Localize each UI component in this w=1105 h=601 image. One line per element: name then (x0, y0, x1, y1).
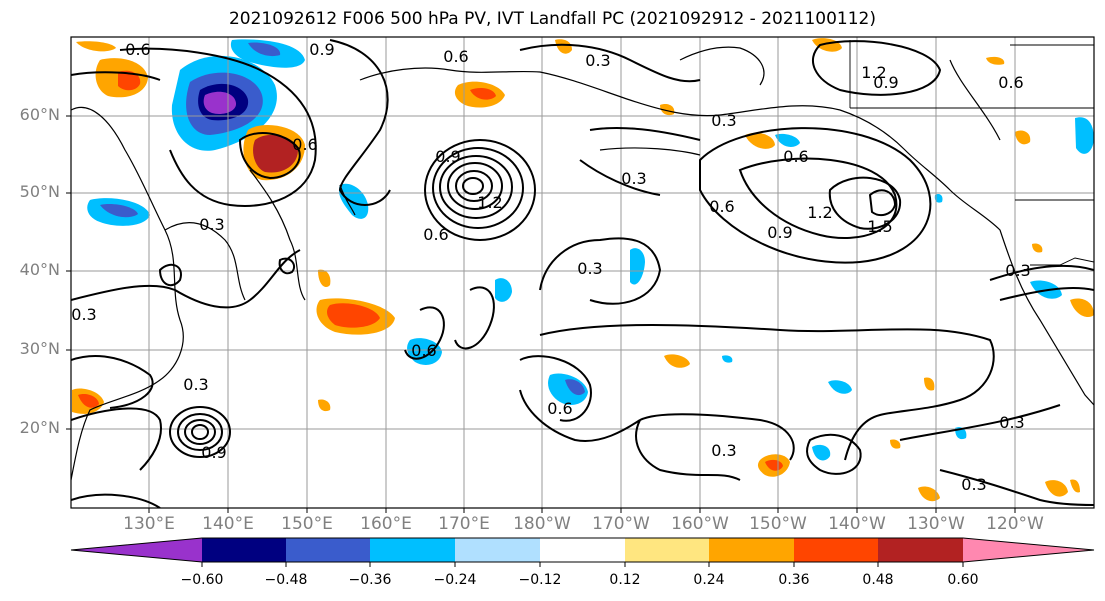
ivt-contours (71, 39, 1094, 508)
axis-ticks (66, 115, 1016, 513)
lat-label: 30°N (19, 339, 60, 358)
lon-label: 170°E (438, 514, 490, 534)
contour-label: 0.9 (435, 147, 460, 166)
colorbar-swatch (370, 538, 456, 562)
colorbar-swatch (71, 538, 202, 562)
colorbar-tick-label: −0.24 (433, 572, 477, 588)
colorbar-tick-label: −0.48 (264, 572, 308, 588)
colorbar-tick-label: 0.36 (778, 572, 810, 588)
contour-label: 0.6 (709, 197, 734, 216)
contour-label: 0.6 (783, 147, 808, 166)
contour-label: 0.6 (125, 40, 150, 59)
contour-label: 0.6 (411, 341, 436, 360)
lon-label: 170°W (592, 514, 650, 534)
lon-label: 120°W (986, 514, 1044, 534)
colorbar-swatch (709, 538, 795, 562)
contour-label: 0.3 (999, 413, 1024, 432)
coastlines (71, 46, 1094, 481)
contour-label: 1.2 (477, 193, 502, 212)
colorbar-tick-label: −0.36 (348, 572, 392, 588)
contour-label: 0.3 (71, 305, 96, 324)
contour-label: 0.6 (998, 73, 1023, 92)
lon-label: 130°W (907, 514, 965, 534)
contour-label: 0.3 (183, 375, 208, 394)
colorbar-tick-label: −0.12 (518, 572, 562, 588)
contour-label: 0.3 (199, 215, 224, 234)
colorbar-swatch (878, 538, 964, 562)
graticule (71, 37, 1094, 508)
contour-label: 0.3 (711, 441, 736, 460)
lat-label: 60°N (19, 105, 60, 124)
lon-label: 140°E (202, 514, 254, 534)
lat-label: 20°N (19, 418, 60, 437)
contour-label: 0.9 (201, 443, 226, 462)
lat-label: 40°N (19, 260, 60, 279)
colorbar (70, 537, 1095, 567)
contour-label: 0.6 (423, 225, 448, 244)
contour-label: 0.6 (443, 47, 468, 66)
lon-label: 160°E (360, 514, 412, 534)
colorbar-swatch (455, 538, 541, 562)
colorbar-swatch (963, 538, 1094, 562)
colorbar-tick-label: −0.60 (180, 572, 224, 588)
colorbar-tick-label: 0.12 (609, 572, 641, 588)
lon-label: 150°W (749, 514, 807, 534)
contour-label: 0.6 (547, 399, 572, 418)
contour-label: 0.3 (1005, 261, 1030, 280)
contour-label: 0.6 (292, 135, 317, 154)
contour-label: 0.9 (873, 73, 898, 92)
lon-label: 130°E (123, 514, 175, 534)
map-frame (70, 36, 1095, 509)
lon-label: 150°E (281, 514, 333, 534)
contour-label: 0.3 (585, 51, 610, 70)
colorbar-swatch (540, 538, 626, 562)
contour-label: 0.3 (577, 259, 602, 278)
contour-label: 0.3 (961, 475, 986, 494)
colorbar-swatch (286, 538, 371, 562)
contour-label: 1.2 (861, 63, 886, 82)
lon-label: 140°W (828, 514, 886, 534)
map-title: 2021092612 F006 500 hPa PV, IVT Landfall… (228, 9, 876, 29)
colorbar-tick-label: 0.24 (693, 572, 725, 588)
colorbar-swatch (625, 538, 710, 562)
contour-label: 1.5 (867, 217, 892, 236)
lon-label: 180°W (513, 514, 571, 534)
colorbar-swatch (794, 538, 879, 562)
contour-label: 0.3 (711, 111, 736, 130)
borders (849, 40, 1094, 266)
contour-label: 1.2 (807, 203, 832, 222)
contour-label: 0.9 (309, 40, 334, 59)
lon-label: 160°W (671, 514, 729, 534)
colorbar-swatch (202, 538, 287, 562)
colorbar-tick-label: 0.48 (862, 572, 894, 588)
contour-label: 0.9 (767, 223, 792, 242)
contour-labels: 0.6 0.9 0.6 1.2 0.9 0.6 0.3 0.6 0.3 0.6 … (71, 40, 1030, 494)
lat-label: 50°N (19, 182, 60, 201)
pv-anomaly-patches (72, 38, 1094, 502)
contour-label: 0.3 (621, 169, 646, 188)
colorbar-tick-label: 0.60 (947, 572, 979, 588)
